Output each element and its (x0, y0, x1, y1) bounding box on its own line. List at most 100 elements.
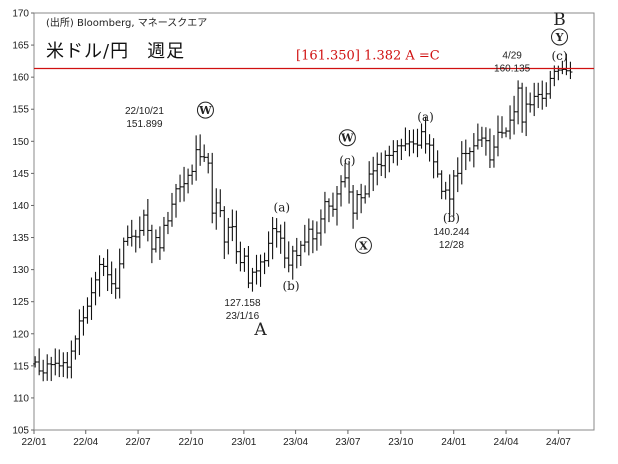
ohlc-bar (117, 248, 122, 299)
wave-label-w1-circle (196, 101, 214, 119)
ohlc-bar (97, 255, 102, 297)
ohlc-bar (206, 153, 211, 174)
ohlc-bar (73, 335, 78, 360)
ohlc-bar (343, 163, 348, 188)
wave-label-a: (a) (417, 110, 434, 124)
y-tick-label: 165 (12, 41, 29, 52)
y-tick-label: 110 (13, 393, 29, 404)
ohlc-bar (230, 209, 235, 242)
ohlc-bar (439, 170, 444, 200)
ohlc-bar (322, 191, 327, 234)
ohlc-bar (161, 216, 166, 252)
ohlc-bar (61, 352, 66, 378)
title-pair: 米ドル/円 (46, 41, 130, 62)
ohlc-bar (145, 199, 150, 242)
ohlc-bar (258, 254, 263, 287)
ohlc-bar (141, 209, 146, 236)
ohlc-bar (242, 247, 247, 272)
ohlc-bar (367, 161, 372, 198)
ohlc-bar (282, 221, 287, 269)
ohlc-bar (214, 188, 219, 230)
ohlc-bar (487, 128, 492, 168)
ohlc-bar (194, 135, 199, 181)
ohlc-bar (407, 130, 412, 157)
wave-label-b: (b) (443, 211, 460, 225)
ohlc-bar (467, 147, 472, 162)
ohlc-bar (93, 271, 98, 306)
ohlc-bar (202, 144, 207, 162)
ohlc-bar (491, 135, 496, 168)
x-tick-label: 22/07 (126, 437, 151, 448)
ohlc-bar (41, 359, 46, 382)
ohlc-bar (226, 217, 231, 255)
ohlc-bar (77, 309, 82, 356)
ohlc-bar (347, 160, 352, 204)
ohlc-bar (560, 60, 565, 75)
ohlc-bar (157, 226, 162, 260)
ohlc-bar (520, 82, 525, 133)
ohlc-bar (302, 224, 307, 253)
wave-label-x-letter: X (359, 239, 368, 252)
ohlc-bar (294, 237, 299, 269)
ohlc-bar (339, 175, 344, 207)
ohlc-bar (57, 349, 62, 378)
ohlc-bar (218, 189, 223, 218)
ohlc-bar (178, 174, 183, 203)
ohlc-bar (568, 61, 573, 80)
ohlc-bar (53, 348, 58, 376)
ohlc-bar (65, 352, 70, 379)
ohlc-bar (334, 186, 339, 226)
ohlc-bar (540, 80, 545, 110)
ohlc-bar (210, 152, 215, 224)
ohlc-bar (286, 241, 291, 273)
ohlc-bar (129, 219, 134, 247)
ohlc-bar (49, 356, 54, 382)
ohlc-bar (516, 80, 521, 125)
wave-label-y-circle (551, 28, 569, 46)
ohlc-bar (451, 170, 456, 217)
ohlc-bar (395, 140, 400, 166)
ohlc-bar (427, 134, 432, 162)
ohlc-bar (198, 134, 203, 166)
annotation-date: 23/1/16 (226, 311, 260, 322)
ohlc-bar (483, 127, 488, 156)
source-note: (出所) Bloomberg, マネースクエア (46, 18, 208, 29)
wave-label-a: (a) (274, 201, 291, 215)
ohlc-bar (310, 220, 315, 254)
ohlc-bar (246, 246, 251, 289)
ohlc-bar (399, 138, 404, 160)
wave-label-x-circle (354, 236, 372, 254)
ohlc-bar (266, 231, 271, 267)
ohlc-bar (306, 218, 311, 256)
ohlc-bar (355, 190, 360, 220)
ohlc-bar (85, 297, 90, 324)
y-tick-label: 120 (12, 329, 29, 340)
y-tick-label: 145 (12, 169, 29, 180)
ohlc-bar (544, 82, 549, 107)
ohlc-bar (125, 225, 130, 246)
ohlc-bar (443, 181, 448, 200)
ohlc-bar (113, 268, 118, 299)
ohlc-bar (250, 267, 255, 292)
annotation-value: 140.244 (433, 227, 470, 238)
ohlc-bar (459, 141, 464, 185)
wave-label-w1-letter: W (198, 104, 212, 117)
ohlc-bar (403, 127, 408, 151)
x-tick-label: 23/01 (231, 437, 256, 448)
ohlc-bar (363, 185, 368, 204)
ohlc-bar (298, 240, 303, 266)
ohlc-bar (89, 277, 94, 320)
ohlc-bar (504, 127, 509, 138)
ohlc-bar (536, 82, 541, 109)
ohlc-bar (165, 211, 170, 235)
ohlc-bar (262, 252, 267, 275)
ohlc-bar (463, 139, 468, 171)
ohlc-bar (351, 184, 356, 229)
ohlc-bar (512, 95, 517, 135)
y-tick-label: 140 (12, 201, 29, 212)
y-tick-label: 170 (12, 9, 29, 20)
ohlc-bar (121, 237, 126, 269)
ohlc-bar (270, 216, 275, 260)
x-tick-label: 22/10 (178, 437, 203, 448)
